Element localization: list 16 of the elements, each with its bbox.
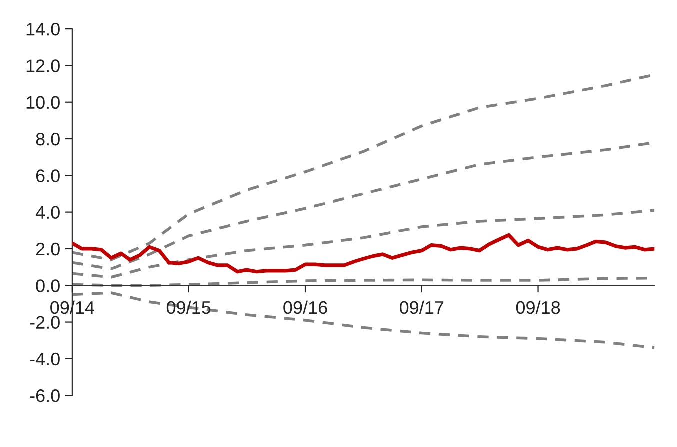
x-tick-label: 09/18 <box>516 300 560 314</box>
y-tick-label: 10.0 <box>26 96 60 110</box>
y-tick-label: 4.0 <box>36 206 60 220</box>
y-tick-label: 2.0 <box>36 242 60 256</box>
y-tick-label: 14.0 <box>26 22 60 36</box>
x-tick-label: 09/16 <box>284 300 328 314</box>
y-tick-label: 12.0 <box>26 60 60 72</box>
line-series <box>72 209 655 279</box>
y-tick-label: 8.0 <box>36 132 60 146</box>
y-tick-label: -2.0 <box>30 316 60 330</box>
y-tick-label: 6.0 <box>36 170 60 182</box>
x-tick-label: 09/17 <box>400 300 444 314</box>
y-tick-label: -6.0 <box>30 390 60 402</box>
line-series <box>72 233 655 274</box>
y-tick-label: -4.0 <box>30 352 60 366</box>
y-tick-label: 0.0 <box>36 280 60 292</box>
